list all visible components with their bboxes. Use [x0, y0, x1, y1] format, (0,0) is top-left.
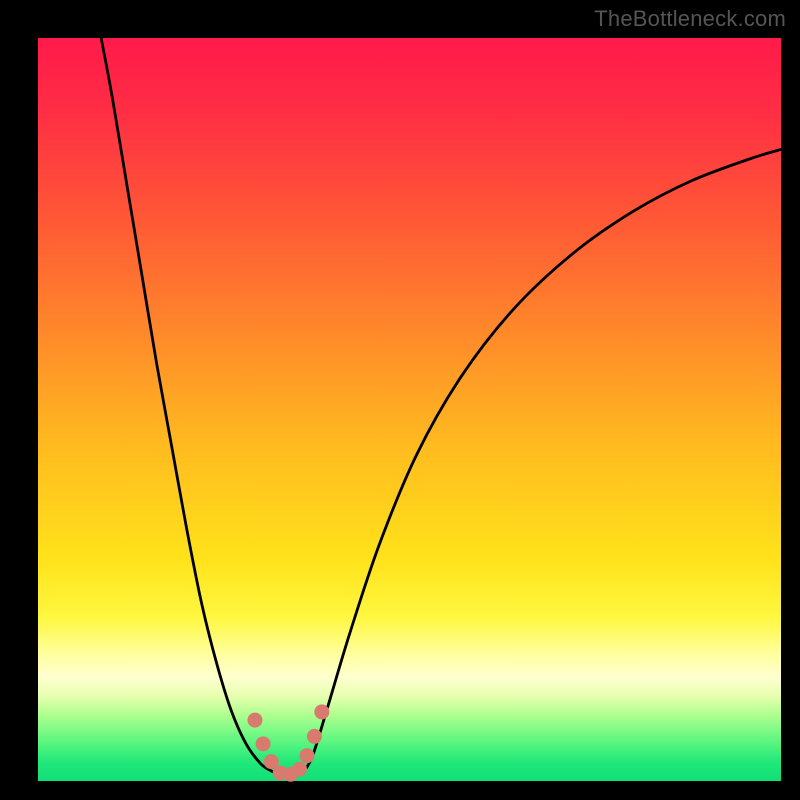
valley-marker [314, 704, 329, 719]
plot-background [38, 38, 781, 781]
valley-marker [292, 762, 307, 777]
valley-marker [307, 729, 322, 744]
valley-marker [299, 748, 314, 763]
chart-svg [0, 0, 800, 800]
valley-marker [247, 713, 262, 728]
chart-root: TheBottleneck.com [0, 0, 800, 800]
valley-marker [256, 736, 271, 751]
watermark-label: TheBottleneck.com [594, 6, 786, 32]
